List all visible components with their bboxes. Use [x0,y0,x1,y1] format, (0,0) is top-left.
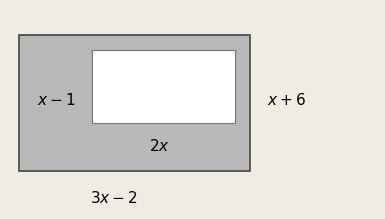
Bar [92,50,235,123]
Bar [19,35,250,171]
Text: $x + 6$: $x + 6$ [267,92,306,108]
Text: $2x$: $2x$ [149,138,170,154]
Text: $3x - 2$: $3x - 2$ [90,190,137,206]
Text: $x - 1$: $x - 1$ [37,92,75,108]
